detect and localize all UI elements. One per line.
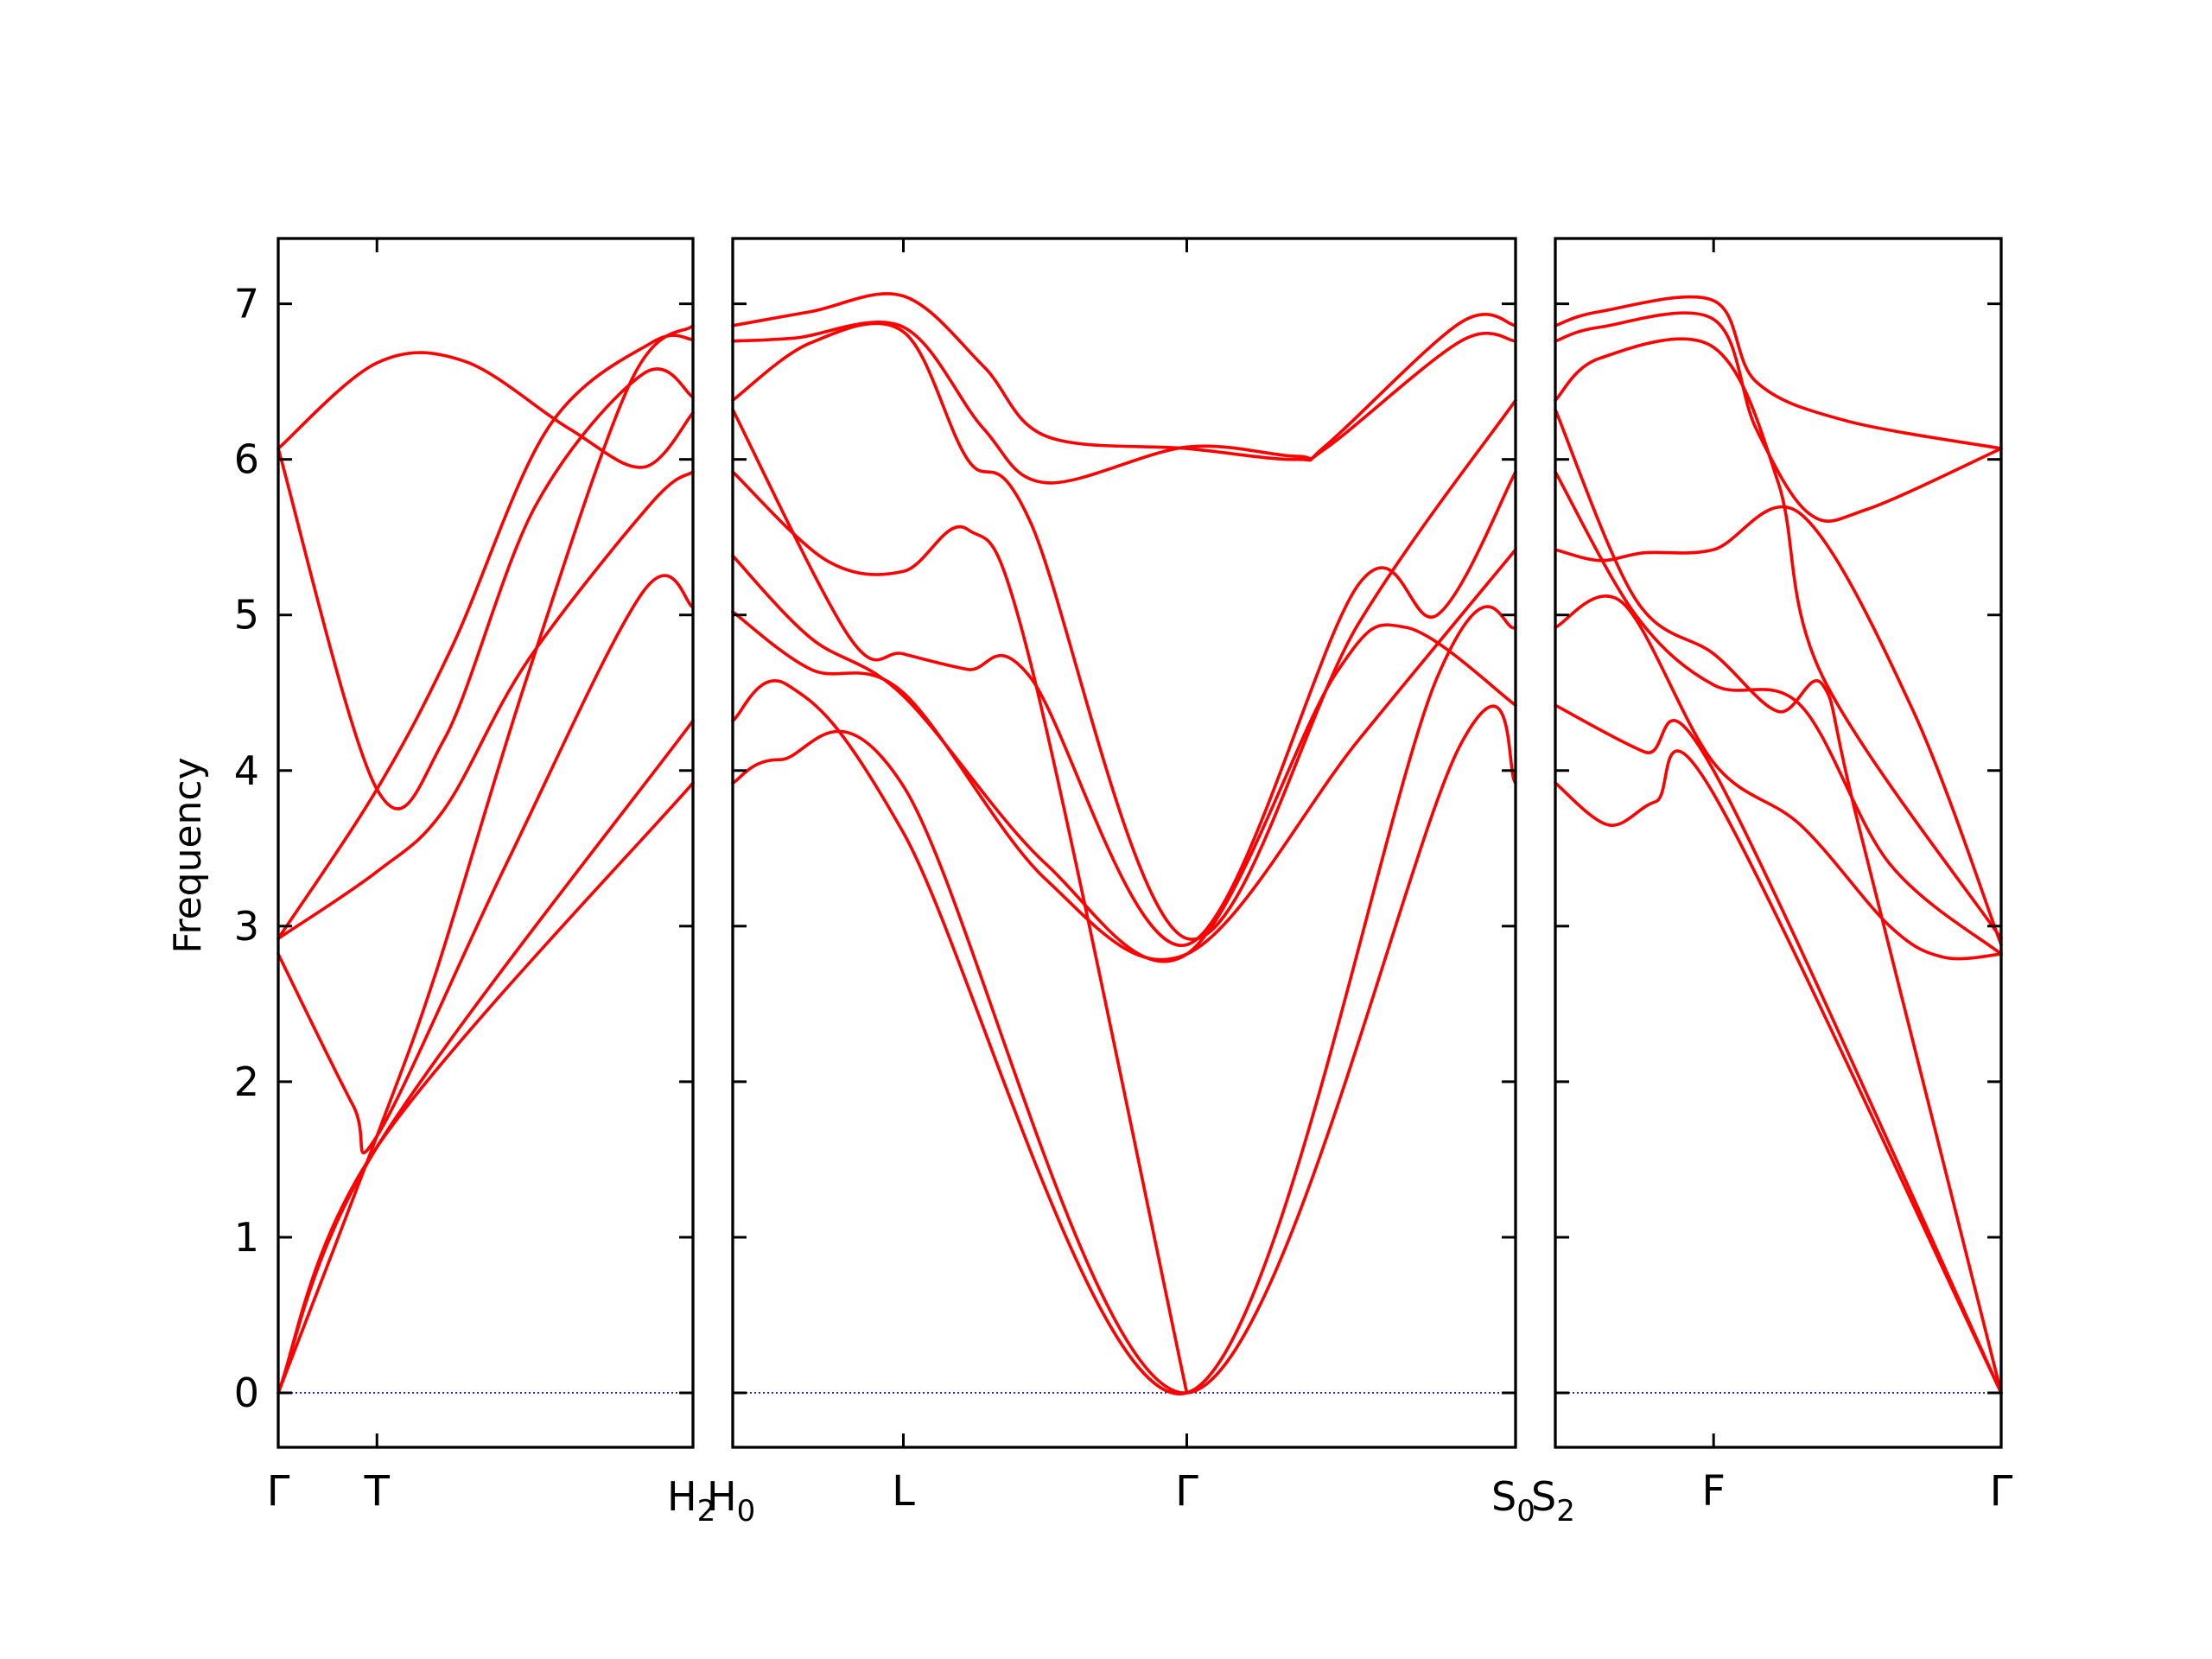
segment-label-h2: H2 [667, 1473, 715, 1529]
y-axis-label: Frequency [166, 757, 210, 953]
panel-left: 0 1 2 3 4 5 6 7 Γ T [234, 237, 695, 1516]
y-tick-label: 5 [234, 592, 259, 639]
x-tick-label: L [892, 1467, 915, 1516]
y-tick-label: 3 [234, 903, 259, 950]
band-line-1-3 [731, 554, 1517, 963]
band-line-0-4 [276, 367, 695, 810]
band-line-0-3 [276, 470, 695, 940]
panel-frame [1554, 237, 2003, 1449]
band-line-1-0 [731, 704, 1517, 1395]
segment-label-s0: S0 [1491, 1473, 1535, 1529]
y-tick-label: 0 [234, 1370, 259, 1416]
x-tick-label: T [364, 1467, 391, 1516]
x-tick-label: Γ [267, 1467, 290, 1516]
band-line-2-0 [1554, 749, 2003, 1395]
band-line-0-2 [276, 574, 695, 1155]
y-tick-label: 1 [234, 1214, 259, 1261]
y-tick-label: 2 [234, 1058, 259, 1105]
x-tick-label: Γ [1175, 1467, 1198, 1516]
band-line-2-3 [1554, 594, 2003, 961]
band-line-0-5 [276, 334, 695, 940]
band-line-0-1 [276, 719, 695, 1395]
band-line-2-1 [1554, 703, 2003, 1395]
band-line-1-7 [731, 321, 1517, 485]
band-line-2-2 [1554, 505, 2003, 947]
y-tick-label: 7 [234, 281, 259, 327]
panel-frame [731, 237, 1517, 1449]
band-line-2-6 [1554, 311, 2003, 523]
band-line-0-7 [276, 324, 695, 1395]
band-line-2-8 [1554, 337, 2003, 940]
band-line-1-4 [731, 470, 1189, 1395]
band-line-1-1 [731, 605, 1517, 1395]
band-line-2-4 [1554, 470, 2003, 956]
x-tick-label: F [1701, 1467, 1726, 1516]
band-line-1-5 [731, 408, 1517, 947]
panel-frame [276, 237, 695, 1449]
x-tick-label: Γ [1990, 1467, 2013, 1516]
band-line-2-7 [1554, 295, 2003, 450]
segment-label-s2: S2 [1531, 1473, 1575, 1529]
band-line-0-6 [276, 351, 695, 469]
band-line-2-5 [1554, 408, 2003, 1395]
y-tick-label: 6 [234, 436, 259, 483]
y-tick-label: 4 [234, 747, 259, 794]
band-line-1-8 [731, 292, 1517, 462]
segment-label-h0: H0 [707, 1473, 755, 1529]
